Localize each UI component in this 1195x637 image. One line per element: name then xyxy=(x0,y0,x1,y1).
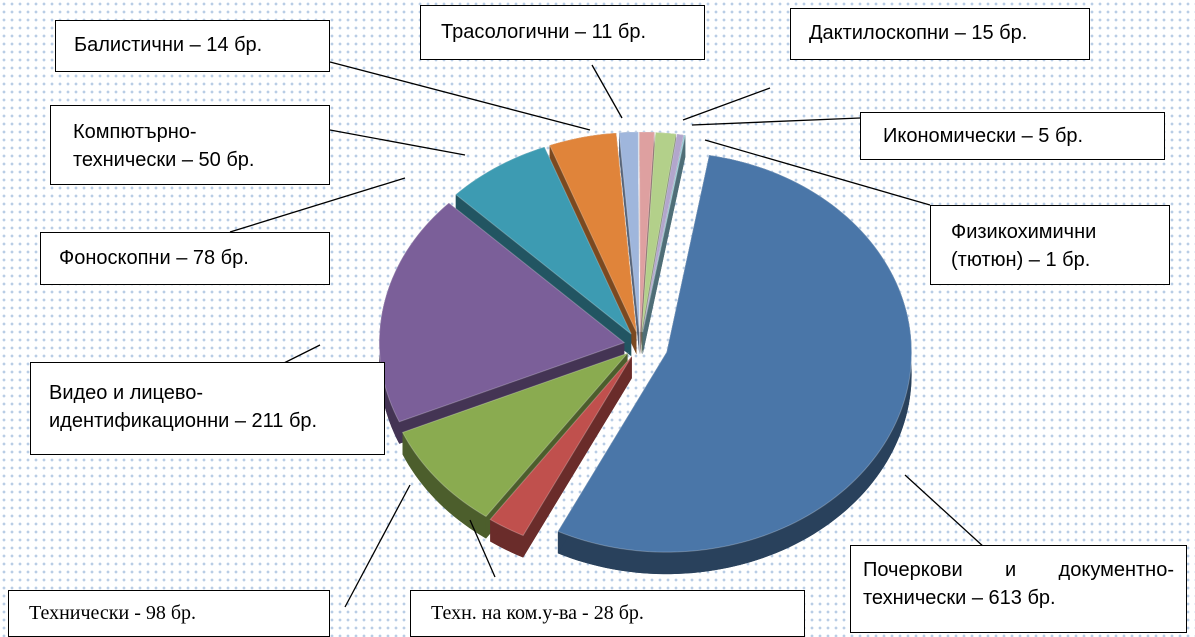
slice-top xyxy=(642,134,686,333)
data-label: Икономически – 5 бр. xyxy=(860,112,1165,160)
slice-side xyxy=(402,432,486,539)
data-label: Почеркови и документно-технически – 613 … xyxy=(850,545,1187,633)
leader-line xyxy=(904,474,986,549)
slice-top xyxy=(548,132,637,333)
leader-line xyxy=(329,61,591,131)
slice-edge xyxy=(640,132,655,354)
leader-line xyxy=(591,64,623,119)
slice-top xyxy=(401,352,630,518)
slice-top xyxy=(489,355,633,537)
slice-edge xyxy=(619,132,640,354)
slice-top xyxy=(641,133,685,333)
data-label: Компютърно- технически – 50 бр. xyxy=(50,105,330,185)
slice-top xyxy=(638,131,655,332)
slice-top xyxy=(557,154,913,553)
data-label: Трасологични – 11 бр. xyxy=(420,5,705,60)
slice xyxy=(489,355,633,558)
data-label: Технически - 98 бр. xyxy=(8,590,330,637)
slice xyxy=(557,154,913,575)
slice-edge xyxy=(642,135,686,355)
leader-line xyxy=(704,139,931,206)
leader-line xyxy=(344,484,411,608)
slice xyxy=(378,202,626,444)
data-label: Видео и лицево-идентификационни – 211 бр… xyxy=(30,362,385,455)
slice-top xyxy=(454,146,632,335)
data-label: Балистични – 14 бр. xyxy=(55,20,330,72)
slice-top xyxy=(378,202,626,423)
data-label: Физикохимични (тютюн) – 1 бр. xyxy=(930,205,1170,285)
data-label: Дактилоскопни – 15 бр. xyxy=(790,8,1090,60)
slice-edge xyxy=(639,131,641,354)
slice-top xyxy=(641,131,677,333)
leader-line xyxy=(279,344,321,366)
leader-line xyxy=(329,129,466,156)
data-label: Фоноскопни – 78 бр. xyxy=(40,232,330,285)
leader-line xyxy=(691,117,861,126)
slice xyxy=(642,134,686,355)
leader-line xyxy=(682,87,771,121)
data-label: Техн. на ком.у-ва - 28 бр. xyxy=(410,590,805,637)
leader-line xyxy=(469,519,496,578)
leader-line xyxy=(229,177,406,233)
slice xyxy=(618,131,640,354)
slice-top xyxy=(618,131,640,333)
